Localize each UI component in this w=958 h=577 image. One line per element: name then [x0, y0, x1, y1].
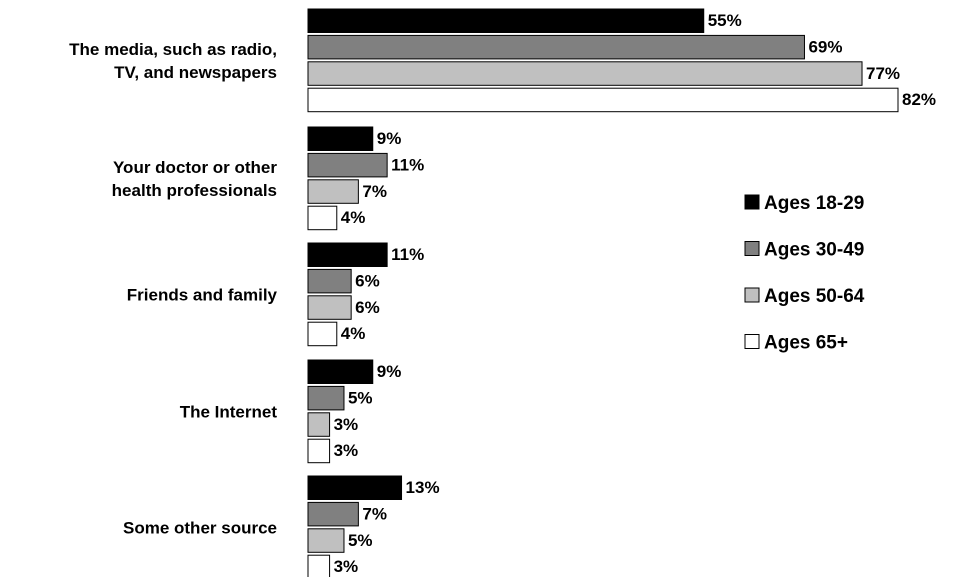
bar-4-1	[307, 501, 359, 527]
value-label-4-2: 5%	[348, 531, 373, 550]
legend-swatch-0	[744, 194, 760, 210]
category-labels: The media, such as radio, TV, and newspap…	[69, 40, 277, 537]
legend-label-2: Ages 50-64	[764, 286, 865, 307]
category-label-2: Friends and family	[127, 285, 278, 304]
bar-2-1	[307, 268, 352, 294]
category-label-4: Some other source	[123, 518, 277, 537]
bar-1-2	[307, 179, 359, 204]
bar-4-2	[307, 528, 345, 553]
category-label-line: Some other source	[123, 518, 277, 537]
bar-2-0	[307, 242, 388, 267]
value-label-2-2: 6%	[355, 298, 380, 317]
value-label-3-3: 3%	[334, 441, 359, 460]
category-label-line: Friends and family	[127, 285, 278, 304]
value-label-1-3: 4%	[341, 208, 366, 227]
value-label-4-0: 13%	[406, 478, 440, 497]
value-label-2-3: 4%	[341, 324, 366, 343]
bar-0-2	[307, 61, 863, 86]
bar-3-0	[307, 359, 374, 384]
value-label-0-0: 55%	[708, 11, 742, 30]
legend: Ages 18-29 Ages 30-49 Ages 50-64 Ages 65+	[744, 193, 865, 354]
bar-2-3	[307, 321, 338, 347]
bar-4-3	[307, 554, 331, 577]
bar-1-1	[307, 152, 388, 178]
bars-layer: 55% 9% 11% 9% 13% 69% 11% 6% 5% 7% 77% 7% 6% 3% 5% 82% 4…	[307, 8, 936, 577]
category-label-1: Your doctor or other health professionals	[112, 158, 278, 200]
legend-swatch-2	[744, 287, 760, 303]
legend-label-1: Ages 30-49	[764, 240, 864, 261]
value-label-0-3: 82%	[902, 90, 936, 109]
legend-swatch-3	[744, 334, 760, 349]
bar-4-0	[307, 475, 403, 500]
value-label-1-2: 7%	[362, 182, 387, 201]
value-label-2-1: 6%	[355, 271, 380, 290]
category-label-line: The media, such as radio,	[69, 40, 277, 59]
bar-3-1	[307, 385, 345, 411]
value-label-1-0: 9%	[377, 129, 402, 148]
category-label-line: Your doctor or other	[113, 158, 277, 177]
bar-0-1	[307, 34, 805, 60]
category-label-line: health professionals	[112, 181, 277, 200]
bar-1-0	[307, 126, 374, 151]
bar-2-2	[307, 295, 352, 320]
bar-0-3	[307, 87, 899, 113]
value-label-1-1: 11%	[391, 155, 424, 174]
value-label-4-3: 3%	[334, 557, 359, 576]
value-label-0-2: 77%	[866, 64, 900, 83]
value-label-2-0: 11%	[391, 245, 424, 264]
bar-3-3	[307, 438, 331, 464]
value-label-3-0: 9%	[377, 362, 402, 381]
bar-3-2	[307, 412, 331, 437]
bar-1-3	[307, 205, 338, 231]
legend-label-0: Ages 18-29	[764, 193, 864, 214]
category-label-3: The Internet	[180, 402, 278, 421]
legend-label-3: Ages 65+	[764, 333, 848, 354]
category-label-line: TV, and newspapers	[114, 63, 277, 82]
value-label-4-1: 7%	[362, 504, 387, 523]
value-label-3-2: 3%	[334, 415, 359, 434]
value-label-3-1: 5%	[348, 388, 373, 407]
legend-swatch-1	[744, 241, 760, 256]
category-label-0: The media, such as radio, TV, and newspap…	[69, 40, 277, 82]
bar-0-0	[307, 8, 705, 33]
value-label-0-1: 69%	[808, 37, 842, 56]
category-label-line: The Internet	[180, 402, 278, 421]
